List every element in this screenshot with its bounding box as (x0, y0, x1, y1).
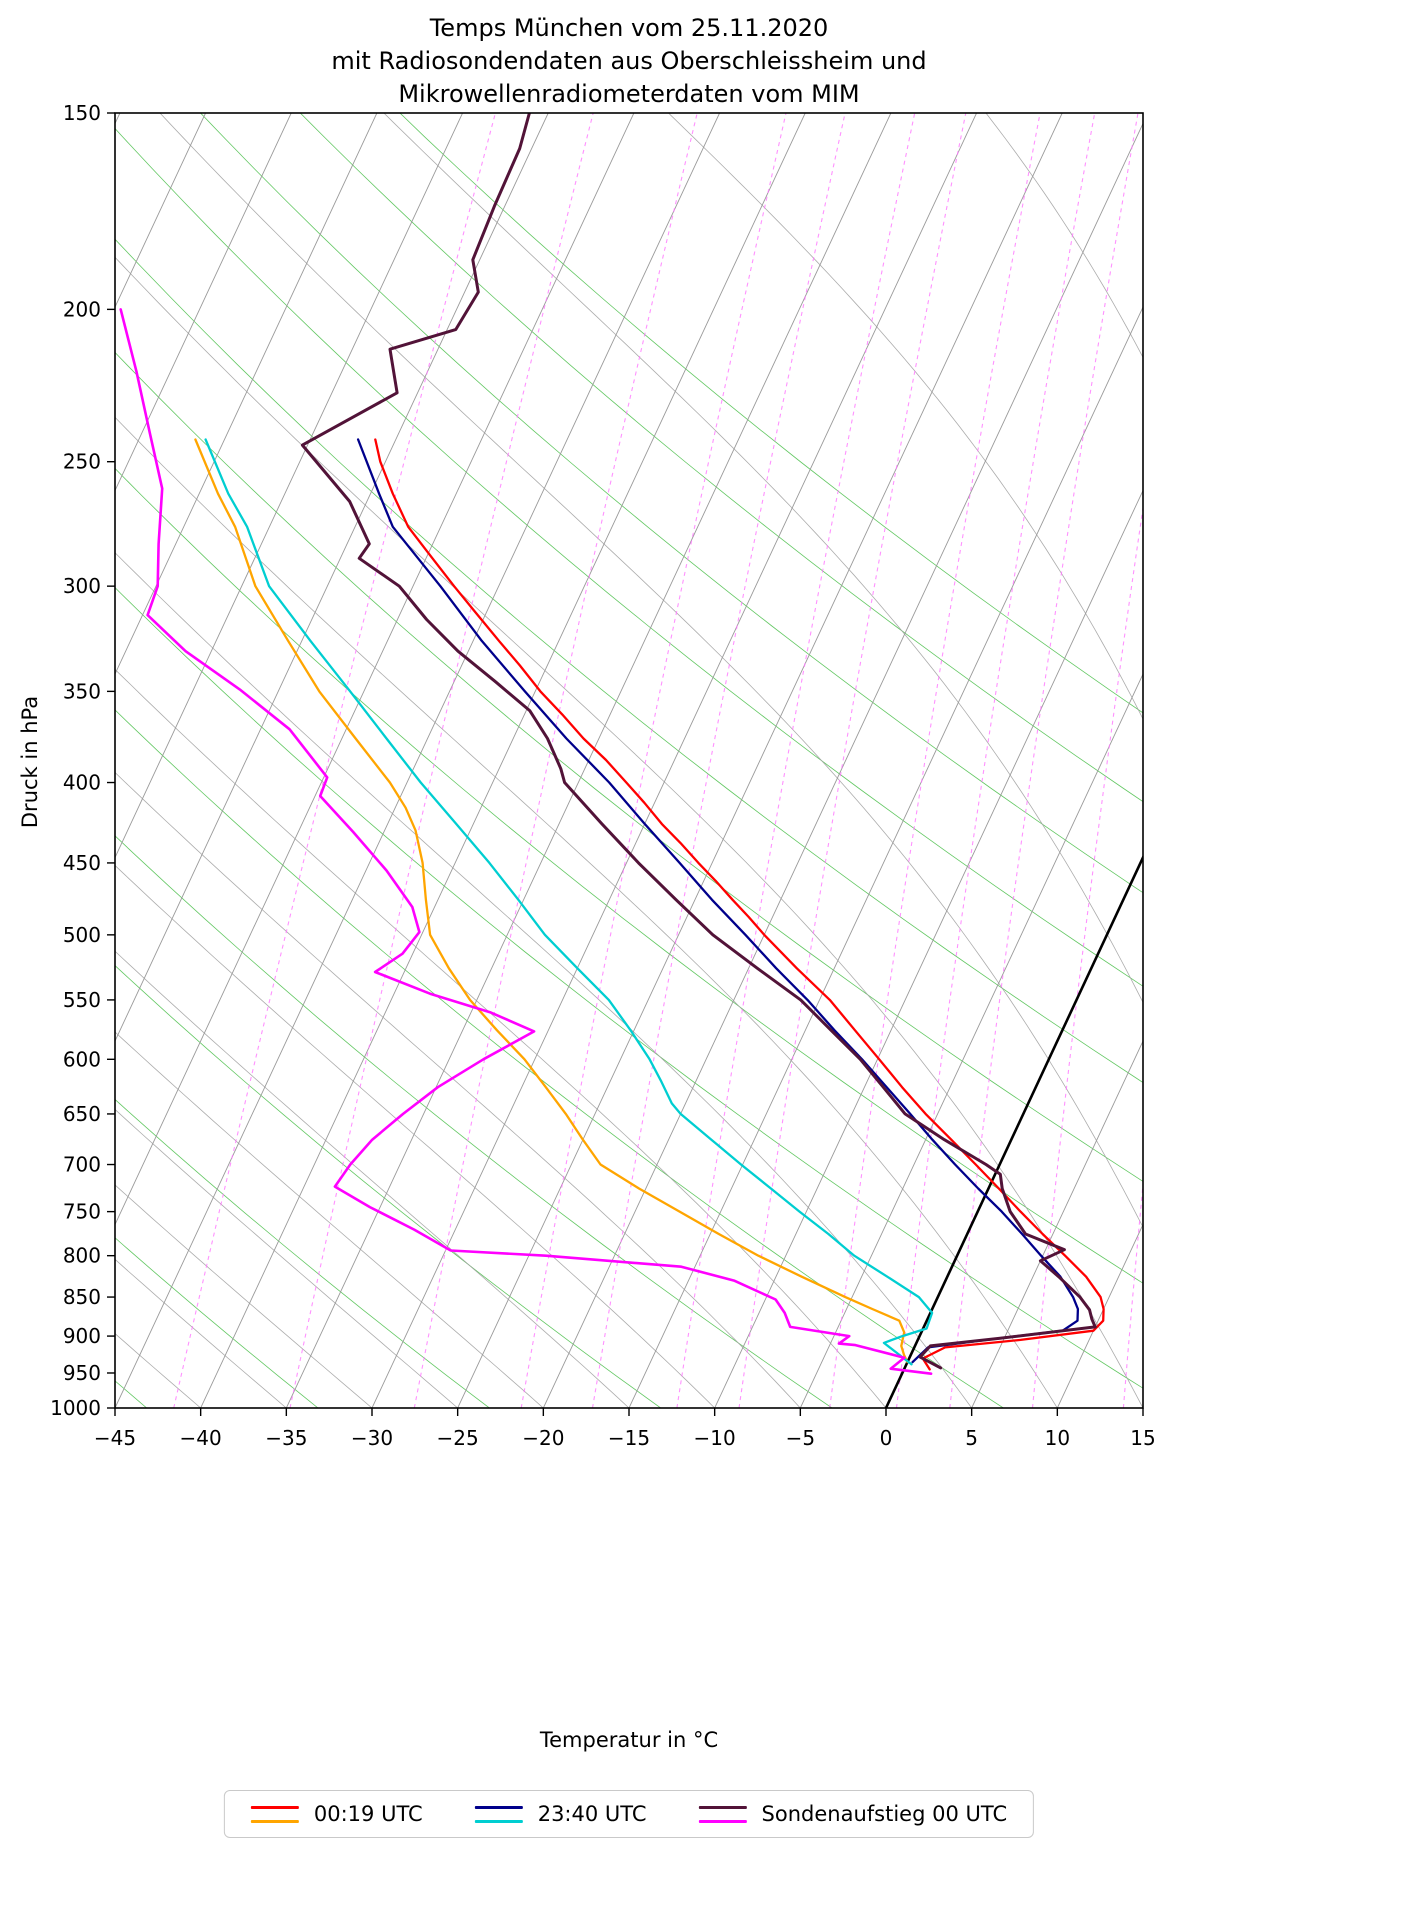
series-00-19-utc-taupunkt (194, 438, 909, 1364)
x-axis-ticks: −45 −40 −35 −30 −25 −20 −15 −10 −5 0 5 10 15 (94, 1408, 1156, 1450)
legend-line-swatch (698, 1805, 747, 1823)
y-tick-label: 200 (63, 297, 101, 321)
legend-label: 00:19 UTC (313, 1802, 423, 1826)
legend-entry: 23:40 UTC (474, 1802, 647, 1826)
y-tick-label: 700 (63, 1153, 101, 1177)
x-tick-label: −25 (437, 1426, 479, 1450)
series-23-40-utc-taupunkt (204, 438, 934, 1366)
legend-line (250, 1819, 299, 1823)
legend-line (474, 1819, 523, 1823)
y-tick-label: 900 (63, 1324, 101, 1348)
legend-entry: 00:19 UTC (250, 1802, 423, 1826)
x-tick-label: −10 (694, 1426, 736, 1450)
series-sondenaufstieg-00-utc-temperatur (300, 113, 1097, 1370)
chart-title-line-1: Temps München vom 25.11.2020 (429, 14, 829, 42)
y-tick-label: 400 (63, 771, 101, 795)
x-tick-label: 0 (880, 1426, 893, 1450)
x-tick-label: −20 (522, 1426, 564, 1450)
x-tick-label: −5 (786, 1426, 815, 1450)
legend-line-swatch (250, 1805, 299, 1823)
legend-label: 23:40 UTC (537, 1802, 647, 1826)
x-axis-label: Temperatur in °C (539, 1728, 719, 1752)
y-tick-label: 750 (63, 1200, 101, 1224)
mixing-ratio-grid (173, 113, 1143, 1408)
series-sondenaufstieg-00-utc-taupunkt (119, 308, 933, 1375)
x-tick-label: −30 (351, 1426, 393, 1450)
y-tick-label: 500 (63, 923, 101, 947)
isotherm-grid (115, 113, 1143, 1408)
y-tick-label: 450 (63, 851, 101, 875)
dry-adiabat-grid (115, 113, 1143, 1408)
y-tick-label: 300 (63, 574, 101, 598)
legend-line (698, 1805, 747, 1809)
y-tick-label: 1000 (50, 1396, 101, 1420)
y-tick-label: 950 (63, 1361, 101, 1385)
y-tick-label: 150 (63, 101, 101, 125)
x-tick-label: 10 (1045, 1426, 1070, 1450)
y-axis-ticks: 150 200 250 300 350 400 450 500 550 600 650 700 750 8… (50, 101, 115, 1420)
y-tick-label: 650 (63, 1102, 101, 1126)
chart-title: Temps München vom 25.11.2020 mit Radioso… (331, 12, 926, 111)
series-00-19-utc-temperatur (374, 438, 1105, 1371)
series-23-40-utc-temperatur (356, 438, 1080, 1364)
x-tick-label: −15 (608, 1426, 650, 1450)
y-tick-label: 600 (63, 1047, 101, 1071)
moist-adiabat-grid (115, 113, 1143, 1408)
x-tick-label: −40 (180, 1426, 222, 1450)
y-tick-label: 550 (63, 988, 101, 1012)
legend-label: Sondenaufstieg 00 UTC (761, 1802, 1008, 1826)
x-tick-label: −45 (94, 1426, 136, 1450)
legend-line (698, 1819, 747, 1823)
plot-contents (115, 113, 1143, 1408)
legend: 00:19 UTC 23:40 UTC Sondenaufstieg 00 UTC (223, 1790, 1035, 1838)
x-tick-label: 5 (965, 1426, 978, 1450)
x-tick-label: 15 (1130, 1426, 1155, 1450)
x-tick-label: −35 (265, 1426, 307, 1450)
y-tick-label: 350 (63, 679, 101, 703)
zero-isotherm-line (884, 854, 1143, 1408)
legend-line (250, 1805, 299, 1809)
chart-title-line-2: mit Radiosondendaten aus Oberschleisshei… (331, 47, 927, 75)
chart-title-line-3: Mikrowellenradiometerdaten vom MIM (398, 80, 860, 108)
legend-line (474, 1805, 523, 1809)
legend-entry: Sondenaufstieg 00 UTC (698, 1802, 1008, 1826)
legend-line-swatch (474, 1805, 523, 1823)
y-tick-label: 850 (63, 1285, 101, 1309)
y-tick-label: 250 (63, 450, 101, 474)
y-tick-label: 800 (63, 1244, 101, 1268)
